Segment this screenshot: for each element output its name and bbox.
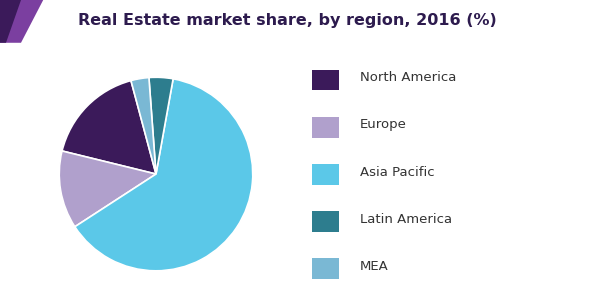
Text: MEA: MEA [360,260,389,273]
Text: Asia Pacific: Asia Pacific [360,165,434,178]
FancyBboxPatch shape [312,164,339,185]
Polygon shape [0,0,21,43]
Wedge shape [75,79,253,271]
Wedge shape [131,78,156,174]
Wedge shape [149,77,173,174]
FancyBboxPatch shape [312,117,339,137]
FancyBboxPatch shape [312,70,339,90]
FancyBboxPatch shape [312,211,339,232]
Polygon shape [0,0,43,43]
Wedge shape [59,151,156,227]
Wedge shape [62,81,156,174]
Text: Real Estate market share, by region, 2016 (%): Real Estate market share, by region, 201… [78,13,497,28]
Text: Latin America: Latin America [360,213,452,226]
Text: North America: North America [360,71,457,84]
Text: Europe: Europe [360,118,407,132]
FancyBboxPatch shape [312,258,339,279]
